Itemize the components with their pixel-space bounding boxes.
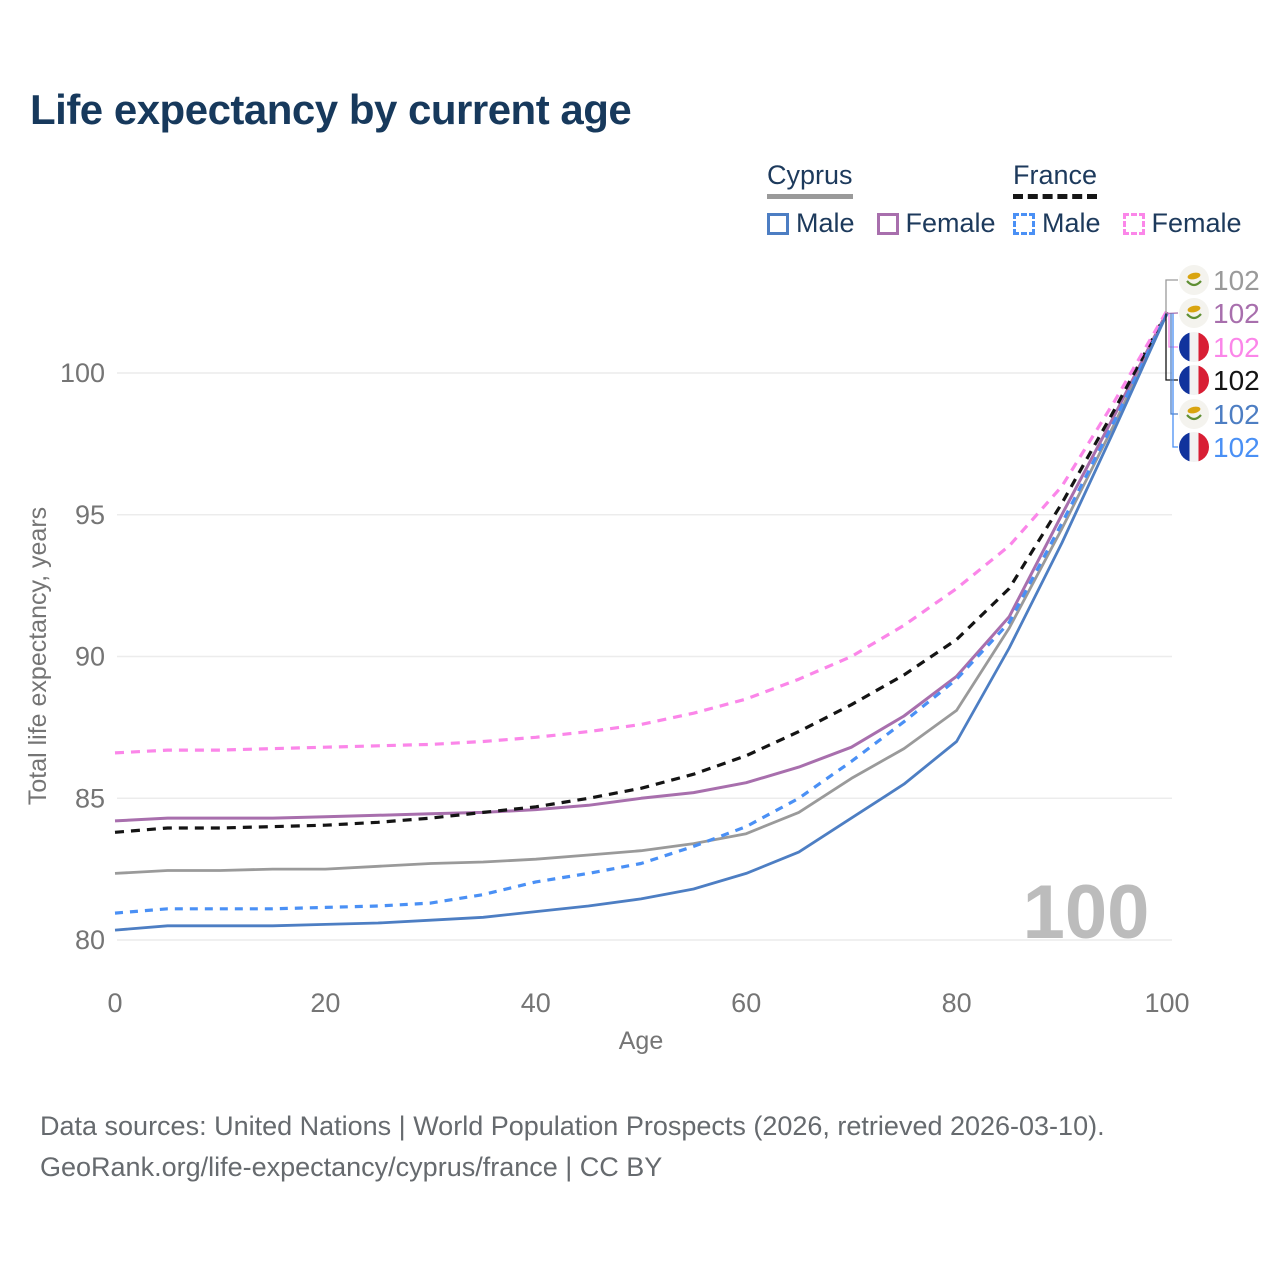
x-tick-label: 80: [942, 988, 972, 1018]
end-label-connector-france-both: [1165, 313, 1178, 381]
legend-swatch-cyprus-female: [876, 212, 899, 235]
legend-label-france-male: Male: [1042, 208, 1101, 238]
x-axis-title: Age: [619, 1027, 663, 1055]
y-tick-label: 100: [60, 358, 105, 388]
y-axis-title: Total life expectancy, years: [24, 507, 52, 805]
flag-icon-france: [1179, 332, 1209, 362]
legend-group-cyprus: Cyprus Male Female: [767, 160, 1018, 239]
legend-label-france-female: Female: [1151, 208, 1242, 238]
footer-data-sources: Data sources: United Nations | World Pop…: [40, 1111, 1105, 1141]
end-label-cyprus-female: 102: [1179, 298, 1260, 329]
flag-icon-france: [1179, 432, 1209, 462]
end-label-value-cyprus-both: 102: [1213, 265, 1260, 296]
end-label-value-cyprus-female: 102: [1213, 298, 1260, 329]
legend-label-cyprus-female: Female: [905, 208, 996, 238]
legend-swatch-france-male: [1013, 212, 1035, 235]
legend-swatch-france-female: [1122, 212, 1145, 235]
x-tick-label: 60: [731, 988, 761, 1018]
x-tick-label: 20: [310, 988, 340, 1018]
series-line-cyprus-male: [114, 312, 1169, 932]
series-line-cyprus-female: [114, 311, 1169, 823]
y-tick-label: 90: [75, 642, 105, 672]
end-label-france-male: 102: [1179, 432, 1260, 463]
series-lines: [114, 309, 1169, 932]
legend-item-cyprus-female[interactable]: Female: [876, 208, 996, 239]
end-label-connector-france-female: [1168, 313, 1178, 348]
series-line-france-male: [114, 312, 1169, 915]
end-label-cyprus-both: 102: [1179, 265, 1260, 296]
legend-item-france-male[interactable]: Male: [1013, 208, 1101, 239]
end-label-france-female: 102: [1179, 332, 1260, 363]
end-label-value-france-male: 102: [1213, 432, 1260, 463]
flag-icon-cyprus: [1179, 298, 1209, 328]
watermark: 100: [1023, 870, 1150, 955]
end-label-connector-cyprus-male: [1170, 313, 1178, 415]
flag-icon-cyprus: [1179, 265, 1209, 295]
end-label-value-france-female: 102: [1213, 332, 1260, 363]
end-label-value-france-both: 102: [1213, 365, 1260, 396]
x-tick-label: 40: [521, 988, 551, 1018]
series-line-cyprus-both: [114, 312, 1169, 875]
legend-group-france: France Male Female: [1013, 160, 1264, 239]
flag-icon-france: [1179, 365, 1209, 395]
x-tick-label: 0: [107, 988, 122, 1018]
series-line-france-both: [114, 311, 1169, 834]
flag-icon-cyprus: [1179, 399, 1209, 429]
axes: 0 20 40 60 80 100 Age Total life expectancy, ye…: [24, 507, 1190, 1055]
legend-france-title: France: [1013, 160, 1098, 199]
legend-item-france-female[interactable]: Female: [1122, 208, 1242, 239]
series-line-france-female: [114, 309, 1169, 755]
footer-attribution: GeoRank.org/life-expectancy/cyprus/franc…: [40, 1152, 663, 1182]
end-label-connector-france-male: [1172, 313, 1178, 448]
end-label-cyprus-male: 102: [1179, 399, 1260, 430]
end-label-value-cyprus-male: 102: [1213, 399, 1260, 430]
y-tick-label: 95: [75, 500, 105, 530]
legend-label-cyprus-male: Male: [796, 208, 855, 238]
legend-cyprus-title: Cyprus: [767, 160, 853, 199]
y-tick-label: 85: [75, 783, 105, 813]
legend-item-cyprus-male[interactable]: Male: [767, 208, 855, 239]
footer: Data sources: United Nations | World Pop…: [40, 1106, 1105, 1188]
page-title: Life expectancy by current age: [30, 86, 632, 133]
y-tick-label: 80: [75, 925, 105, 955]
end-label-connector-cyprus-both: [1165, 279, 1178, 314]
end-label-france-both: 102: [1179, 365, 1260, 396]
legend-swatch-cyprus-male: [767, 212, 789, 235]
gridlines: 80 85 90 95 100: [60, 358, 1172, 955]
x-tick-label: 100: [1144, 988, 1189, 1018]
